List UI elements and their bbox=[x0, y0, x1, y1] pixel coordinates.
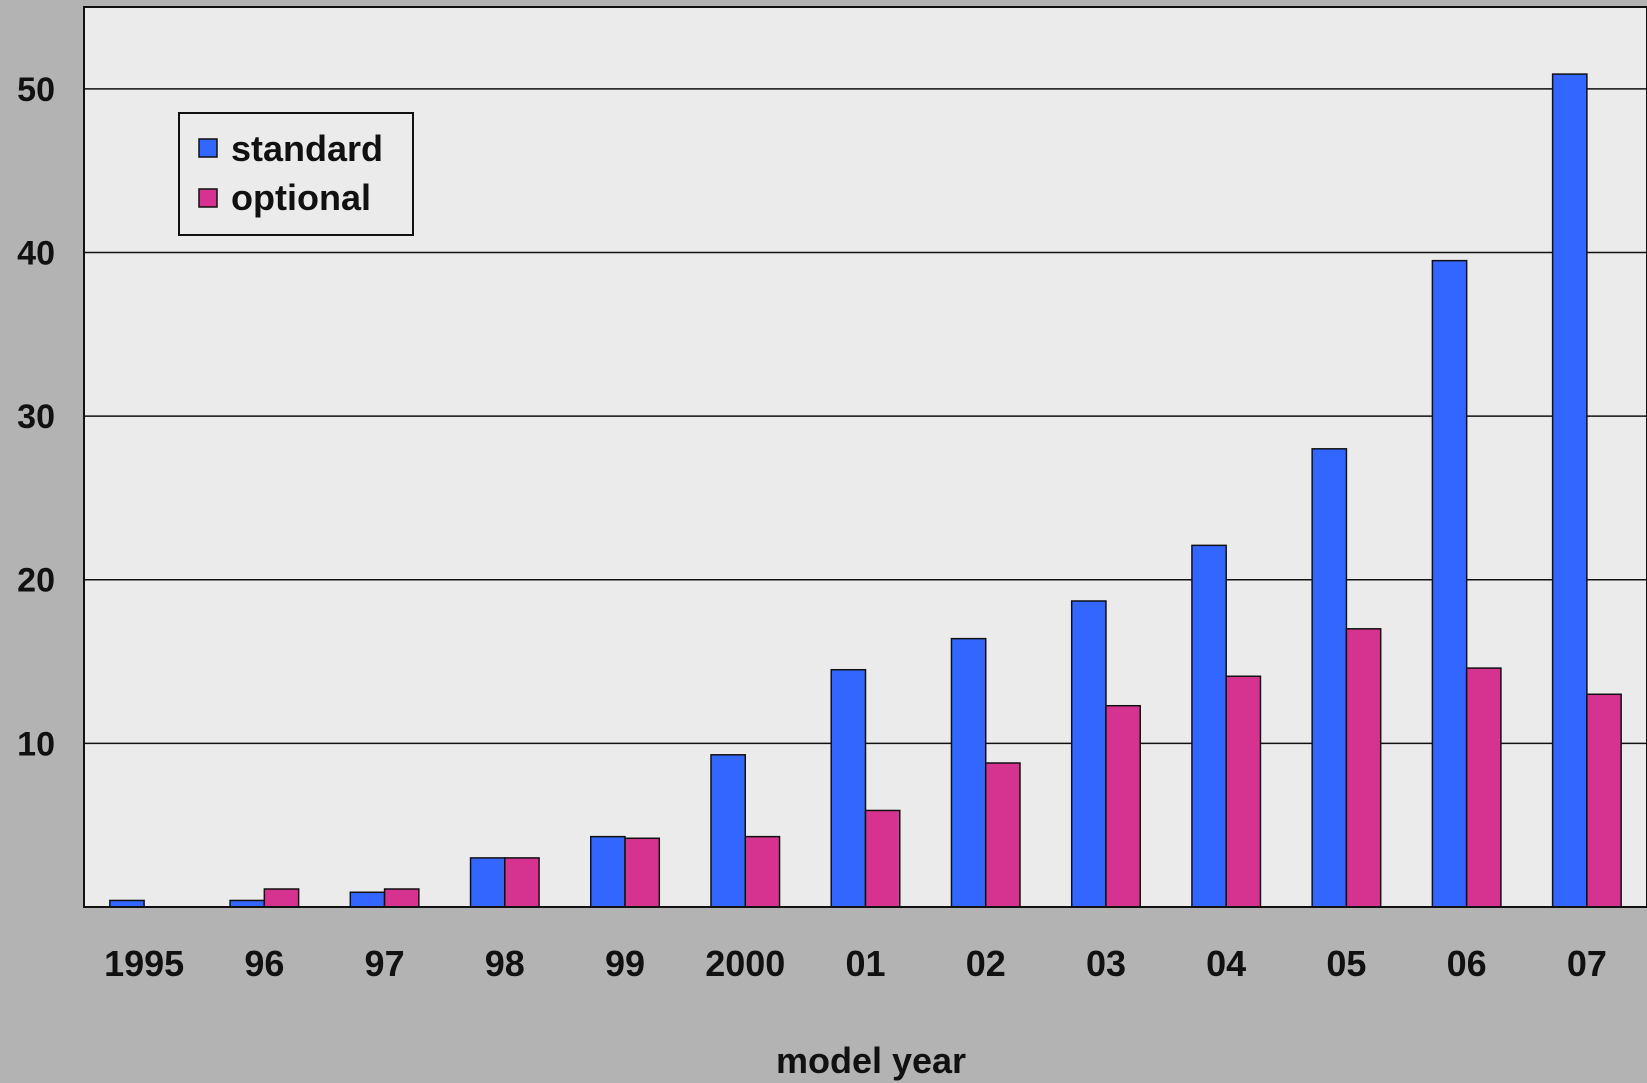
bar-optional-02 bbox=[984, 762, 1021, 908]
bar-optional-06 bbox=[1465, 667, 1502, 908]
bar-standard-02 bbox=[950, 637, 987, 908]
x-tick-label: 04 bbox=[1206, 943, 1246, 984]
x-tick-label: 96 bbox=[244, 943, 284, 984]
bar-standard-99 bbox=[590, 835, 626, 908]
x-tick-label: 05 bbox=[1326, 943, 1366, 984]
legend-swatch-standard bbox=[198, 138, 218, 158]
bar-standard-03 bbox=[1070, 600, 1107, 908]
bar-standard-01 bbox=[830, 668, 867, 908]
bar-standard-04 bbox=[1191, 544, 1227, 908]
bar-standard-05 bbox=[1311, 448, 1348, 908]
bar-standard-98 bbox=[469, 857, 506, 908]
bar-optional-99 bbox=[624, 837, 661, 908]
bar-optional-97 bbox=[383, 888, 420, 908]
x-tick-label: 07 bbox=[1567, 943, 1607, 984]
legend-box bbox=[178, 112, 414, 236]
bars bbox=[109, 73, 1622, 908]
y-axis-ticks: 10 20 30 40 50 bbox=[17, 71, 55, 764]
bar-standard-06 bbox=[1431, 259, 1468, 908]
x-tick-label: 99 bbox=[605, 943, 645, 984]
bar-standard-2000 bbox=[710, 754, 747, 908]
bar-standard-97 bbox=[349, 891, 386, 908]
legend-label-standard: standard bbox=[231, 128, 383, 169]
x-tick-label: 01 bbox=[845, 943, 885, 984]
x-tick-label: 2000 bbox=[705, 943, 785, 984]
x-tick-label: 02 bbox=[966, 943, 1006, 984]
bar-optional-03 bbox=[1105, 704, 1141, 908]
bar-standard-07 bbox=[1551, 73, 1588, 908]
legend: standard optional bbox=[178, 112, 414, 236]
legend-swatch-optional bbox=[198, 188, 218, 208]
legend-label-optional: optional bbox=[231, 177, 371, 218]
y-tick-label: 30 bbox=[17, 398, 55, 436]
bar-optional-98 bbox=[504, 857, 540, 908]
bar-optional-2000 bbox=[744, 835, 781, 908]
bar-optional-01 bbox=[864, 809, 901, 908]
x-axis-labels: 1995 96 97 98 99 2000 01 02 03 04 05 06 07 bbox=[104, 943, 1607, 984]
x-tick-label: 1995 bbox=[104, 943, 184, 984]
x-tick-label: 98 bbox=[485, 943, 525, 984]
y-tick-label: 50 bbox=[17, 71, 55, 109]
y-tick-label: 10 bbox=[17, 725, 55, 763]
x-tick-label: 06 bbox=[1447, 943, 1487, 984]
bar-optional-07 bbox=[1586, 693, 1622, 908]
y-tick-label: 20 bbox=[17, 562, 55, 600]
bar-optional-04 bbox=[1225, 675, 1262, 908]
x-axis-title: model year bbox=[776, 1040, 966, 1081]
bar-optional-96 bbox=[263, 888, 300, 908]
x-tick-label: 03 bbox=[1086, 943, 1126, 984]
x-tick-label: 97 bbox=[365, 943, 405, 984]
y-tick-label: 40 bbox=[17, 234, 55, 272]
bar-optional-05 bbox=[1345, 628, 1382, 908]
